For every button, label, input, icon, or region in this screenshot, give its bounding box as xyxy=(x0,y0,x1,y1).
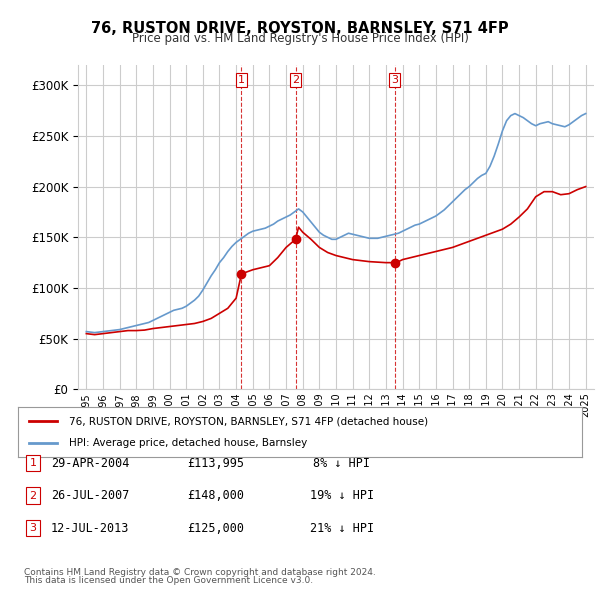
Text: Contains HM Land Registry data © Crown copyright and database right 2024.: Contains HM Land Registry data © Crown c… xyxy=(24,568,376,577)
Text: 12-JUL-2013: 12-JUL-2013 xyxy=(51,522,129,535)
Text: 3: 3 xyxy=(29,523,37,533)
Text: 1: 1 xyxy=(238,75,245,85)
Text: HPI: Average price, detached house, Barnsley: HPI: Average price, detached house, Barn… xyxy=(69,438,307,448)
Text: 19% ↓ HPI: 19% ↓ HPI xyxy=(310,489,374,502)
Text: 21% ↓ HPI: 21% ↓ HPI xyxy=(310,522,374,535)
Text: £113,995: £113,995 xyxy=(187,457,245,470)
Text: 76, RUSTON DRIVE, ROYSTON, BARNSLEY, S71 4FP (detached house): 76, RUSTON DRIVE, ROYSTON, BARNSLEY, S71… xyxy=(69,416,428,426)
Text: £148,000: £148,000 xyxy=(187,489,245,502)
Text: 26-JUL-2007: 26-JUL-2007 xyxy=(51,489,129,502)
Text: 29-APR-2004: 29-APR-2004 xyxy=(51,457,129,470)
Text: £125,000: £125,000 xyxy=(187,522,245,535)
Text: 1: 1 xyxy=(29,458,37,468)
Text: 76, RUSTON DRIVE, ROYSTON, BARNSLEY, S71 4FP: 76, RUSTON DRIVE, ROYSTON, BARNSLEY, S71… xyxy=(91,21,509,35)
Text: 2: 2 xyxy=(29,491,37,500)
Text: 3: 3 xyxy=(391,75,398,85)
Text: 8% ↓ HPI: 8% ↓ HPI xyxy=(313,457,370,470)
Text: This data is licensed under the Open Government Licence v3.0.: This data is licensed under the Open Gov… xyxy=(24,576,313,585)
Text: Price paid vs. HM Land Registry's House Price Index (HPI): Price paid vs. HM Land Registry's House … xyxy=(131,32,469,45)
Text: 2: 2 xyxy=(292,75,299,85)
